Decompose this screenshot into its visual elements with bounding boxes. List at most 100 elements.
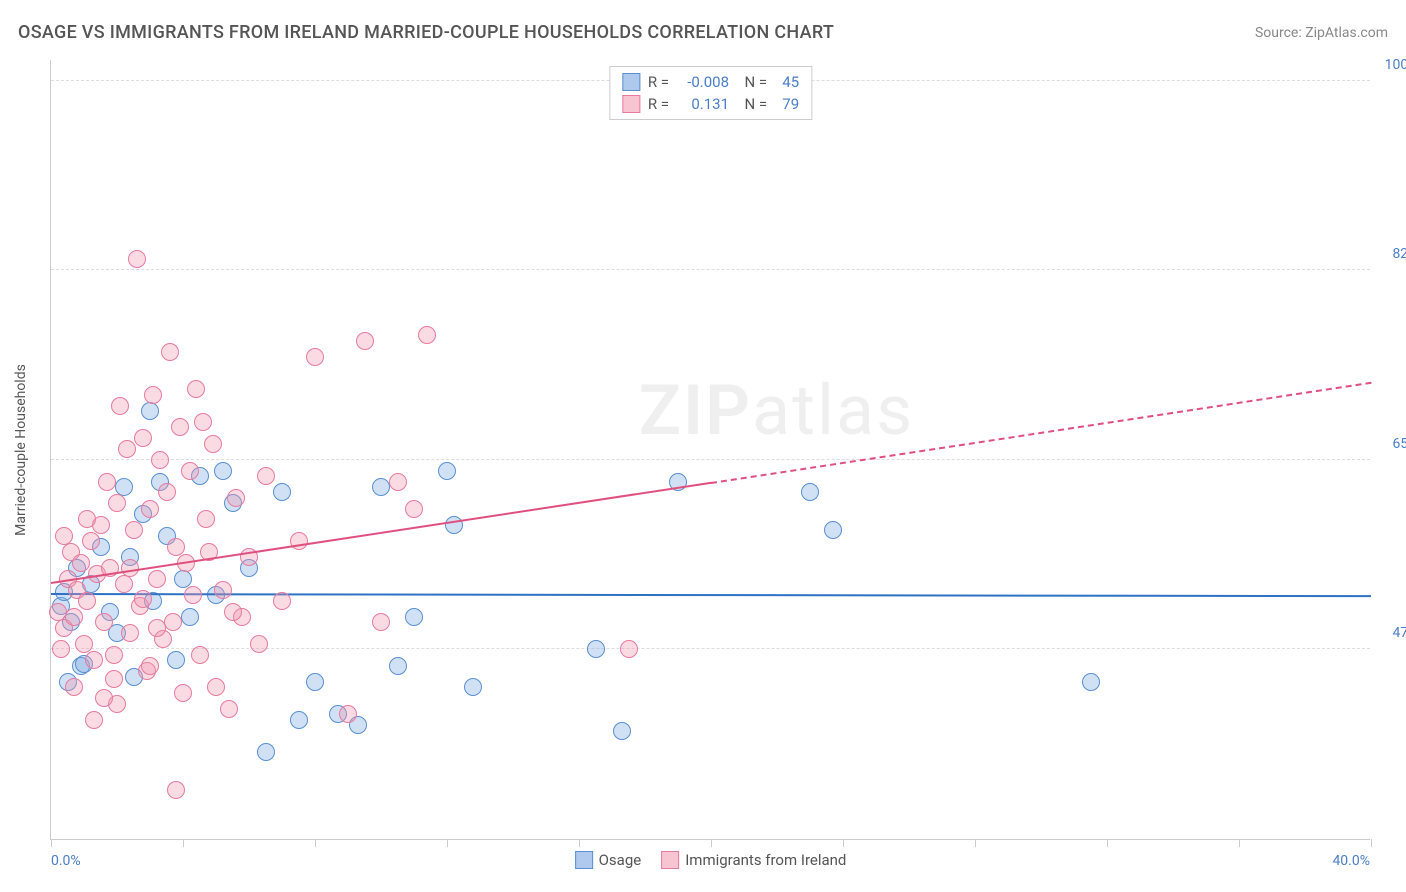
data-point: [141, 500, 159, 518]
data-point: [174, 684, 192, 702]
data-point: [220, 700, 238, 718]
data-point: [164, 613, 182, 631]
data-point: [134, 590, 152, 608]
x-tick: [183, 839, 184, 847]
data-point: [250, 635, 268, 653]
chart-title: OSAGE VS IMMIGRANTS FROM IRELAND MARRIED…: [18, 22, 834, 43]
data-point: [85, 651, 103, 669]
data-point: [273, 483, 291, 501]
data-point: [273, 592, 291, 610]
chart-container: OSAGE VS IMMIGRANTS FROM IRELAND MARRIED…: [0, 0, 1406, 892]
data-point: [418, 326, 436, 344]
gridline: [51, 269, 1370, 270]
data-point: [158, 483, 176, 501]
legend-item: Immigrants from Ireland: [661, 851, 846, 869]
trendline: [51, 482, 711, 584]
data-point: [65, 608, 83, 626]
data-point: [115, 575, 133, 593]
data-point: [82, 532, 100, 550]
data-point: [174, 570, 192, 588]
data-point: [141, 402, 159, 420]
data-point: [55, 527, 73, 545]
data-point: [405, 500, 423, 518]
plot-area: Married-couple Households ZIPatlas 47.5%…: [50, 60, 1370, 840]
data-point: [181, 462, 199, 480]
data-point: [125, 521, 143, 539]
data-point: [108, 494, 126, 512]
stats-row: R = 0.131 N = 79: [622, 93, 799, 115]
data-point: [105, 646, 123, 664]
y-tick-label: 100.0%: [1385, 57, 1406, 73]
data-point: [148, 570, 166, 588]
data-point: [224, 603, 242, 621]
bottom-legend: Osage Immigrants from Ireland: [575, 851, 847, 869]
legend-swatch: [622, 73, 640, 91]
y-axis-title: Married-couple Households: [13, 364, 29, 536]
data-point: [98, 473, 116, 491]
data-point: [464, 678, 482, 696]
x-tick: [1239, 839, 1240, 847]
data-point: [141, 657, 159, 675]
stat-r-value: -0.008: [677, 71, 729, 93]
data-point: [95, 689, 113, 707]
header: OSAGE VS IMMIGRANTS FROM IRELAND MARRIED…: [18, 22, 1388, 43]
data-point: [257, 743, 275, 761]
data-point: [78, 510, 96, 528]
data-point: [438, 462, 456, 480]
x-tick: [315, 839, 316, 847]
source-label: Source: ZipAtlas.com: [1255, 25, 1388, 41]
data-point: [620, 640, 638, 658]
legend-label: Immigrants from Ireland: [685, 851, 846, 869]
data-point: [171, 418, 189, 436]
data-point: [197, 510, 215, 528]
data-point: [801, 483, 819, 501]
data-point: [191, 646, 209, 664]
stat-r-label: R =: [648, 93, 669, 115]
data-point: [613, 722, 631, 740]
x-tick: [1371, 839, 1372, 847]
data-point: [105, 670, 123, 688]
data-point: [151, 451, 169, 469]
legend-label: Osage: [599, 851, 642, 869]
x-tick: [447, 839, 448, 847]
legend-swatch: [575, 851, 593, 869]
legend-item: Osage: [575, 851, 642, 869]
data-point: [161, 343, 179, 361]
data-point: [181, 608, 199, 626]
data-point: [445, 516, 463, 534]
data-point: [339, 705, 357, 723]
watermark: ZIPatlas: [639, 370, 915, 452]
stat-n-label: N =: [737, 71, 767, 93]
legend-swatch: [622, 95, 640, 113]
x-tick: [711, 839, 712, 847]
x-tick: [975, 839, 976, 847]
gridline: [51, 648, 1370, 649]
data-point: [95, 613, 113, 631]
data-point: [587, 640, 605, 658]
stat-r-value: 0.131: [677, 93, 729, 115]
data-point: [306, 348, 324, 366]
x-tick: [1107, 839, 1108, 847]
stats-row: R = -0.008 N = 45: [622, 71, 799, 93]
data-point: [187, 380, 205, 398]
data-point: [184, 586, 202, 604]
data-point: [372, 613, 390, 631]
data-point: [356, 332, 374, 350]
data-point: [372, 478, 390, 496]
data-point: [111, 397, 129, 415]
data-point: [290, 711, 308, 729]
stat-n-label: N =: [737, 93, 767, 115]
data-point: [1082, 673, 1100, 691]
legend-swatch: [661, 851, 679, 869]
x-tick: [51, 839, 52, 847]
data-point: [121, 624, 139, 642]
data-point: [78, 592, 96, 610]
data-point: [214, 462, 232, 480]
gridline: [51, 459, 1370, 460]
data-point: [389, 473, 407, 491]
stat-r-label: R =: [648, 71, 669, 93]
data-point: [194, 413, 212, 431]
data-point: [148, 619, 166, 637]
data-point: [128, 250, 146, 268]
data-point: [118, 440, 136, 458]
